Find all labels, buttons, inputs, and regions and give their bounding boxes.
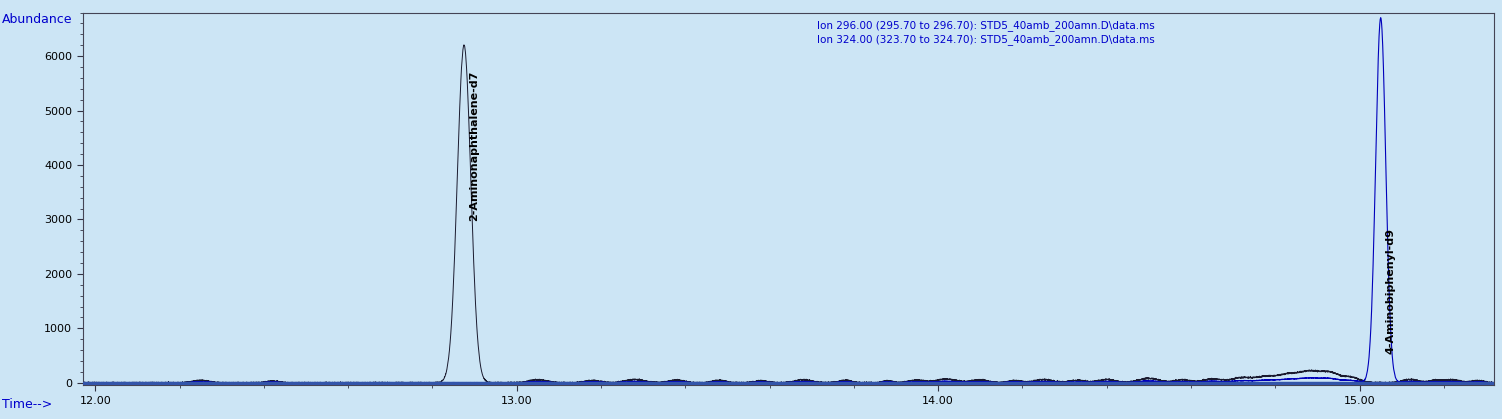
- Text: 4-Aminobiphenyl-d9: 4-Aminobiphenyl-d9: [1386, 228, 1395, 354]
- Text: Abundance: Abundance: [2, 13, 72, 26]
- Text: Time-->: Time-->: [2, 398, 51, 411]
- Text: Ion 296.00 (295.70 to 296.70): STD5_40amb_200amn.D\data.ms
Ion 324.00 (323.70 to: Ion 296.00 (295.70 to 296.70): STD5_40am…: [817, 20, 1155, 45]
- Text: 2-Aminonaphthalene-d7: 2-Aminonaphthalene-d7: [469, 70, 479, 221]
